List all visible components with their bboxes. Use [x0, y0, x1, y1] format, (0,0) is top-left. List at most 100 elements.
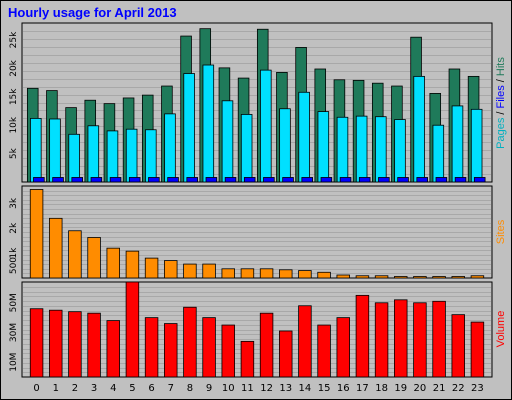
sites-panel-bar — [144, 257, 159, 279]
volume-panel-bar — [259, 312, 274, 378]
hits-files-pages-panel-bar-pages — [339, 177, 352, 183]
hits-files-pages-panel-bar-pages — [224, 177, 237, 183]
x-category-label: 0 — [33, 383, 39, 394]
hits-files-pages-panel-bar-pages — [454, 177, 467, 183]
sites-panel-bar — [394, 276, 408, 279]
hits-files-pages-panel-bar-files — [451, 105, 464, 183]
sites-panel-bar — [164, 260, 178, 279]
sites-panel-ytick-label: 2k — [9, 222, 19, 234]
sites-panel-bar — [451, 276, 465, 279]
hits-files-pages-panel-bar-pages — [397, 177, 409, 183]
hits-files-pages-panel-ytick-label: 15k — [9, 88, 19, 105]
hits-files-pages-panel-bar-files — [240, 114, 253, 183]
volume-panel-bar — [432, 300, 446, 378]
volume-panel-bar — [49, 309, 63, 378]
x-category-label: 18 — [375, 383, 388, 394]
hits-files-pages-panel-bar-pages — [435, 177, 448, 183]
sites-panel-bar — [221, 268, 235, 279]
x-category-label: 1 — [53, 383, 59, 394]
sites-panel-bar — [374, 275, 389, 279]
hits-files-pages-panel-bar-pages — [358, 177, 371, 183]
sites-panel-bar — [183, 263, 197, 279]
hits-files-pages-panel-bar-pages — [33, 177, 45, 183]
hits-files-pages-panel-bar-files — [221, 100, 234, 183]
hits-files-pages-panel-bar-pages — [378, 177, 390, 183]
volume-panel-ytick-label: 50M — [9, 293, 19, 312]
x-category-label: 6 — [148, 383, 154, 394]
hits-files-pages-panel-bar-pages — [128, 177, 141, 183]
hits-files-pages-panel-bar-files — [279, 108, 291, 183]
sites-panel-ytick-label: 500 — [9, 257, 19, 274]
hits-files-pages-panel-bar-files — [355, 115, 368, 183]
sites-panel-bar — [413, 276, 427, 279]
side-label-part: Files — [495, 85, 507, 109]
sites-panel-bar — [317, 271, 331, 279]
x-category-label: 22 — [452, 383, 465, 394]
volume-panel-bar — [355, 294, 370, 378]
hits-files-pages-panel-bar-files — [87, 125, 100, 183]
hits-files-pages-panel-bar-pages — [71, 177, 83, 183]
volume-panel-bar — [317, 324, 331, 378]
volume-panel-ytick-label: 30M — [9, 323, 19, 342]
hits-files-pages-panel-bar-pages — [90, 177, 103, 183]
sites-panel-bar — [470, 275, 485, 279]
volume-panel-bar — [87, 312, 101, 378]
x-category-label: 12 — [260, 383, 273, 394]
hits-files-pages-panel-bar-files — [183, 73, 195, 183]
sites-panel-bar — [259, 268, 274, 279]
hits-files-pages-panel-bar-pages — [205, 177, 218, 183]
x-category-label: 14 — [299, 383, 312, 394]
hits-files-pages-panel-ytick-label: 10k — [9, 116, 19, 133]
volume-panel-bar — [164, 323, 178, 378]
x-category-label: 16 — [337, 383, 350, 394]
sites-panel-bar — [68, 230, 82, 279]
volume-panel-bar — [394, 299, 408, 378]
side-label-part: Pages — [495, 117, 507, 149]
volume-panel-bar — [240, 340, 255, 378]
side-label-part: / — [495, 108, 507, 117]
volume-panel-bar — [29, 308, 44, 378]
sites-panel-bar — [240, 268, 255, 279]
volume-panel-bar — [374, 302, 389, 378]
x-category-label: 20 — [414, 383, 427, 394]
volume-panel-bar — [106, 320, 120, 378]
sites-panel-bar — [106, 247, 120, 279]
x-category-label: 5 — [129, 383, 135, 394]
volume-panel-bar — [279, 330, 293, 378]
volume-panel-bar — [202, 317, 216, 378]
sites-panel-bar — [125, 250, 140, 279]
volume-panel-bar — [413, 302, 427, 378]
hits-files-pages-panel-bar-pages — [416, 177, 428, 183]
side-label-part: Sites — [495, 219, 507, 244]
x-category-label: 10 — [222, 383, 235, 394]
sites-panel-side-label: Sites — [495, 219, 507, 244]
hits-files-pages-panel-bar-files — [164, 113, 176, 183]
volume-panel-bar — [451, 314, 465, 378]
x-category-label: 19 — [394, 383, 407, 394]
hits-files-pages-panel-bar-pages — [301, 177, 313, 183]
x-category-label: 13 — [279, 383, 292, 394]
hits-files-pages-panel-bar-files — [49, 118, 61, 183]
hits-files-pages-panel-ytick-label: 20k — [9, 59, 19, 76]
sites-panel-ytick-label: 1k — [9, 247, 19, 259]
hits-files-pages-panel-bar-pages — [263, 177, 275, 183]
hits-files-pages-panel-bar-files — [432, 124, 445, 183]
hits-files-pages-panel-bar-files — [375, 116, 387, 183]
x-category-label: 11 — [241, 383, 254, 394]
volume-panel-bar — [221, 324, 235, 378]
volume-panel-bar — [144, 317, 159, 378]
volume-panel-side-label: Volume — [495, 311, 507, 348]
sites-panel-bar — [29, 189, 44, 279]
sites-panel-bar — [87, 237, 101, 279]
volume-panel-bar — [125, 281, 140, 378]
hits-files-pages-panel-bar-pages — [243, 177, 256, 183]
hits-files-pages-panel-side-label: Pages / Files / Hits — [495, 57, 507, 149]
sites-panel-bar — [432, 276, 446, 279]
hits-files-pages-panel-bar-pages — [473, 177, 486, 183]
hits-files-pages-panel-bar-files — [260, 69, 272, 183]
hits-files-pages-panel-bar-files — [145, 129, 157, 183]
hits-files-pages-panel-bar-files — [470, 108, 483, 183]
sites-panel-ytick-label: 3k — [9, 197, 19, 209]
sites-panel-bar — [279, 269, 293, 279]
